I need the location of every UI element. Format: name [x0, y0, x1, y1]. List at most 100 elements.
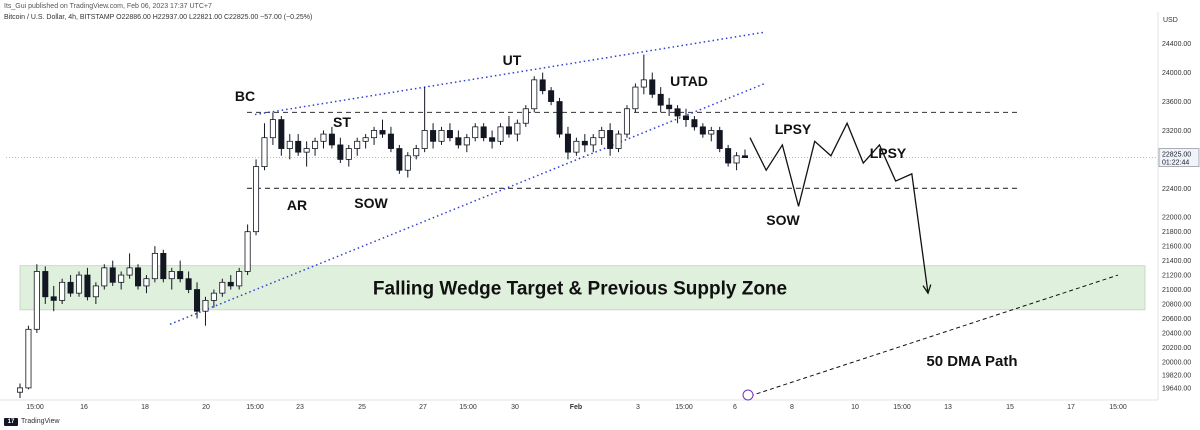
candle[interactable] — [522, 105, 529, 127]
candle[interactable] — [371, 126, 378, 145]
candle[interactable] — [741, 149, 749, 158]
candle-body — [497, 126, 504, 142]
candle[interactable] — [556, 97, 563, 138]
candle[interactable] — [725, 144, 732, 167]
projection-path[interactable] — [749, 121, 929, 294]
y-tick-label: 21400.00 — [1162, 258, 1191, 265]
candle-body — [699, 126, 706, 135]
candle[interactable] — [548, 87, 555, 106]
event-flag-icon[interactable] — [742, 389, 754, 401]
candle[interactable] — [455, 130, 462, 149]
candle[interactable] — [430, 123, 437, 149]
candle[interactable] — [438, 126, 445, 145]
candle[interactable] — [581, 134, 588, 153]
candle[interactable] — [151, 246, 158, 283]
candle[interactable] — [531, 76, 538, 113]
candle[interactable] — [59, 278, 66, 304]
candle[interactable] — [396, 144, 403, 174]
candle[interactable] — [328, 126, 335, 149]
candle[interactable] — [497, 123, 504, 145]
candle[interactable] — [413, 144, 420, 160]
candle[interactable] — [657, 87, 664, 113]
candle[interactable] — [632, 83, 639, 113]
candle[interactable] — [615, 130, 622, 153]
candle[interactable] — [320, 130, 327, 149]
candle[interactable] — [674, 105, 681, 124]
candle[interactable] — [354, 137, 361, 156]
candle[interactable] — [446, 123, 453, 142]
candle[interactable] — [42, 266, 49, 304]
candle[interactable] — [514, 119, 521, 142]
x-tick-label: 8 — [790, 404, 794, 411]
candle[interactable] — [539, 72, 546, 95]
candle[interactable] — [480, 123, 487, 142]
candle[interactable] — [177, 260, 184, 283]
candle[interactable] — [345, 144, 352, 167]
candle[interactable] — [84, 267, 91, 301]
candle[interactable] — [101, 264, 108, 290]
candle[interactable] — [227, 275, 234, 290]
candle[interactable] — [716, 126, 723, 153]
candle[interactable] — [708, 126, 715, 142]
candle[interactable] — [278, 116, 285, 156]
candle[interactable] — [682, 108, 690, 127]
candle[interactable] — [295, 134, 302, 156]
candle[interactable] — [691, 116, 698, 131]
candle[interactable] — [590, 134, 597, 153]
candle[interactable] — [135, 264, 142, 290]
candle[interactable] — [489, 130, 496, 149]
candle[interactable] — [118, 271, 125, 290]
candle[interactable] — [143, 275, 150, 294]
candle[interactable] — [303, 141, 310, 167]
candle[interactable] — [269, 112, 276, 145]
candle[interactable] — [109, 260, 116, 286]
candle[interactable] — [362, 134, 369, 149]
candle[interactable] — [261, 123, 268, 171]
wedge-lower-line[interactable] — [169, 82, 766, 325]
candle[interactable] — [168, 267, 175, 290]
candle[interactable] — [67, 275, 74, 297]
candle[interactable] — [202, 296, 209, 326]
candle[interactable] — [194, 282, 201, 319]
candle[interactable] — [649, 72, 656, 98]
candle[interactable] — [699, 123, 706, 138]
candle[interactable] — [33, 264, 40, 333]
candle[interactable] — [666, 97, 673, 116]
candle[interactable] — [387, 126, 394, 153]
candle[interactable] — [253, 159, 260, 236]
last-price-badge[interactable] — [1158, 148, 1200, 167]
candle-body — [514, 122, 521, 135]
candle[interactable] — [75, 271, 83, 297]
candle[interactable] — [236, 267, 243, 290]
candle[interactable] — [286, 134, 293, 160]
candle[interactable] — [379, 119, 386, 138]
candle[interactable] — [219, 278, 226, 297]
candle[interactable] — [607, 123, 614, 156]
candle[interactable] — [312, 137, 319, 156]
candle[interactable] — [623, 105, 630, 138]
candle[interactable] — [25, 325, 32, 390]
candle[interactable] — [598, 126, 605, 145]
candle[interactable] — [733, 152, 740, 171]
candle[interactable] — [244, 224, 251, 276]
candle[interactable] — [92, 282, 99, 304]
candle[interactable] — [16, 383, 24, 398]
candle[interactable] — [564, 126, 571, 160]
candle-body — [607, 130, 614, 149]
candle[interactable] — [463, 134, 470, 153]
candle[interactable] — [210, 289, 217, 308]
candle[interactable] — [421, 87, 428, 153]
candle[interactable] — [404, 152, 411, 178]
candle[interactable] — [126, 253, 133, 279]
candle[interactable] — [160, 249, 167, 283]
candle[interactable] — [573, 137, 580, 156]
dma-path-line[interactable] — [749, 274, 1119, 397]
candle[interactable] — [337, 137, 344, 163]
candle[interactable] — [472, 123, 479, 142]
wedge-upper-line[interactable] — [254, 31, 766, 116]
candle[interactable] — [50, 285, 57, 312]
candle[interactable] — [185, 271, 192, 294]
candle[interactable] — [505, 116, 512, 138]
candle[interactable] — [640, 54, 647, 95]
